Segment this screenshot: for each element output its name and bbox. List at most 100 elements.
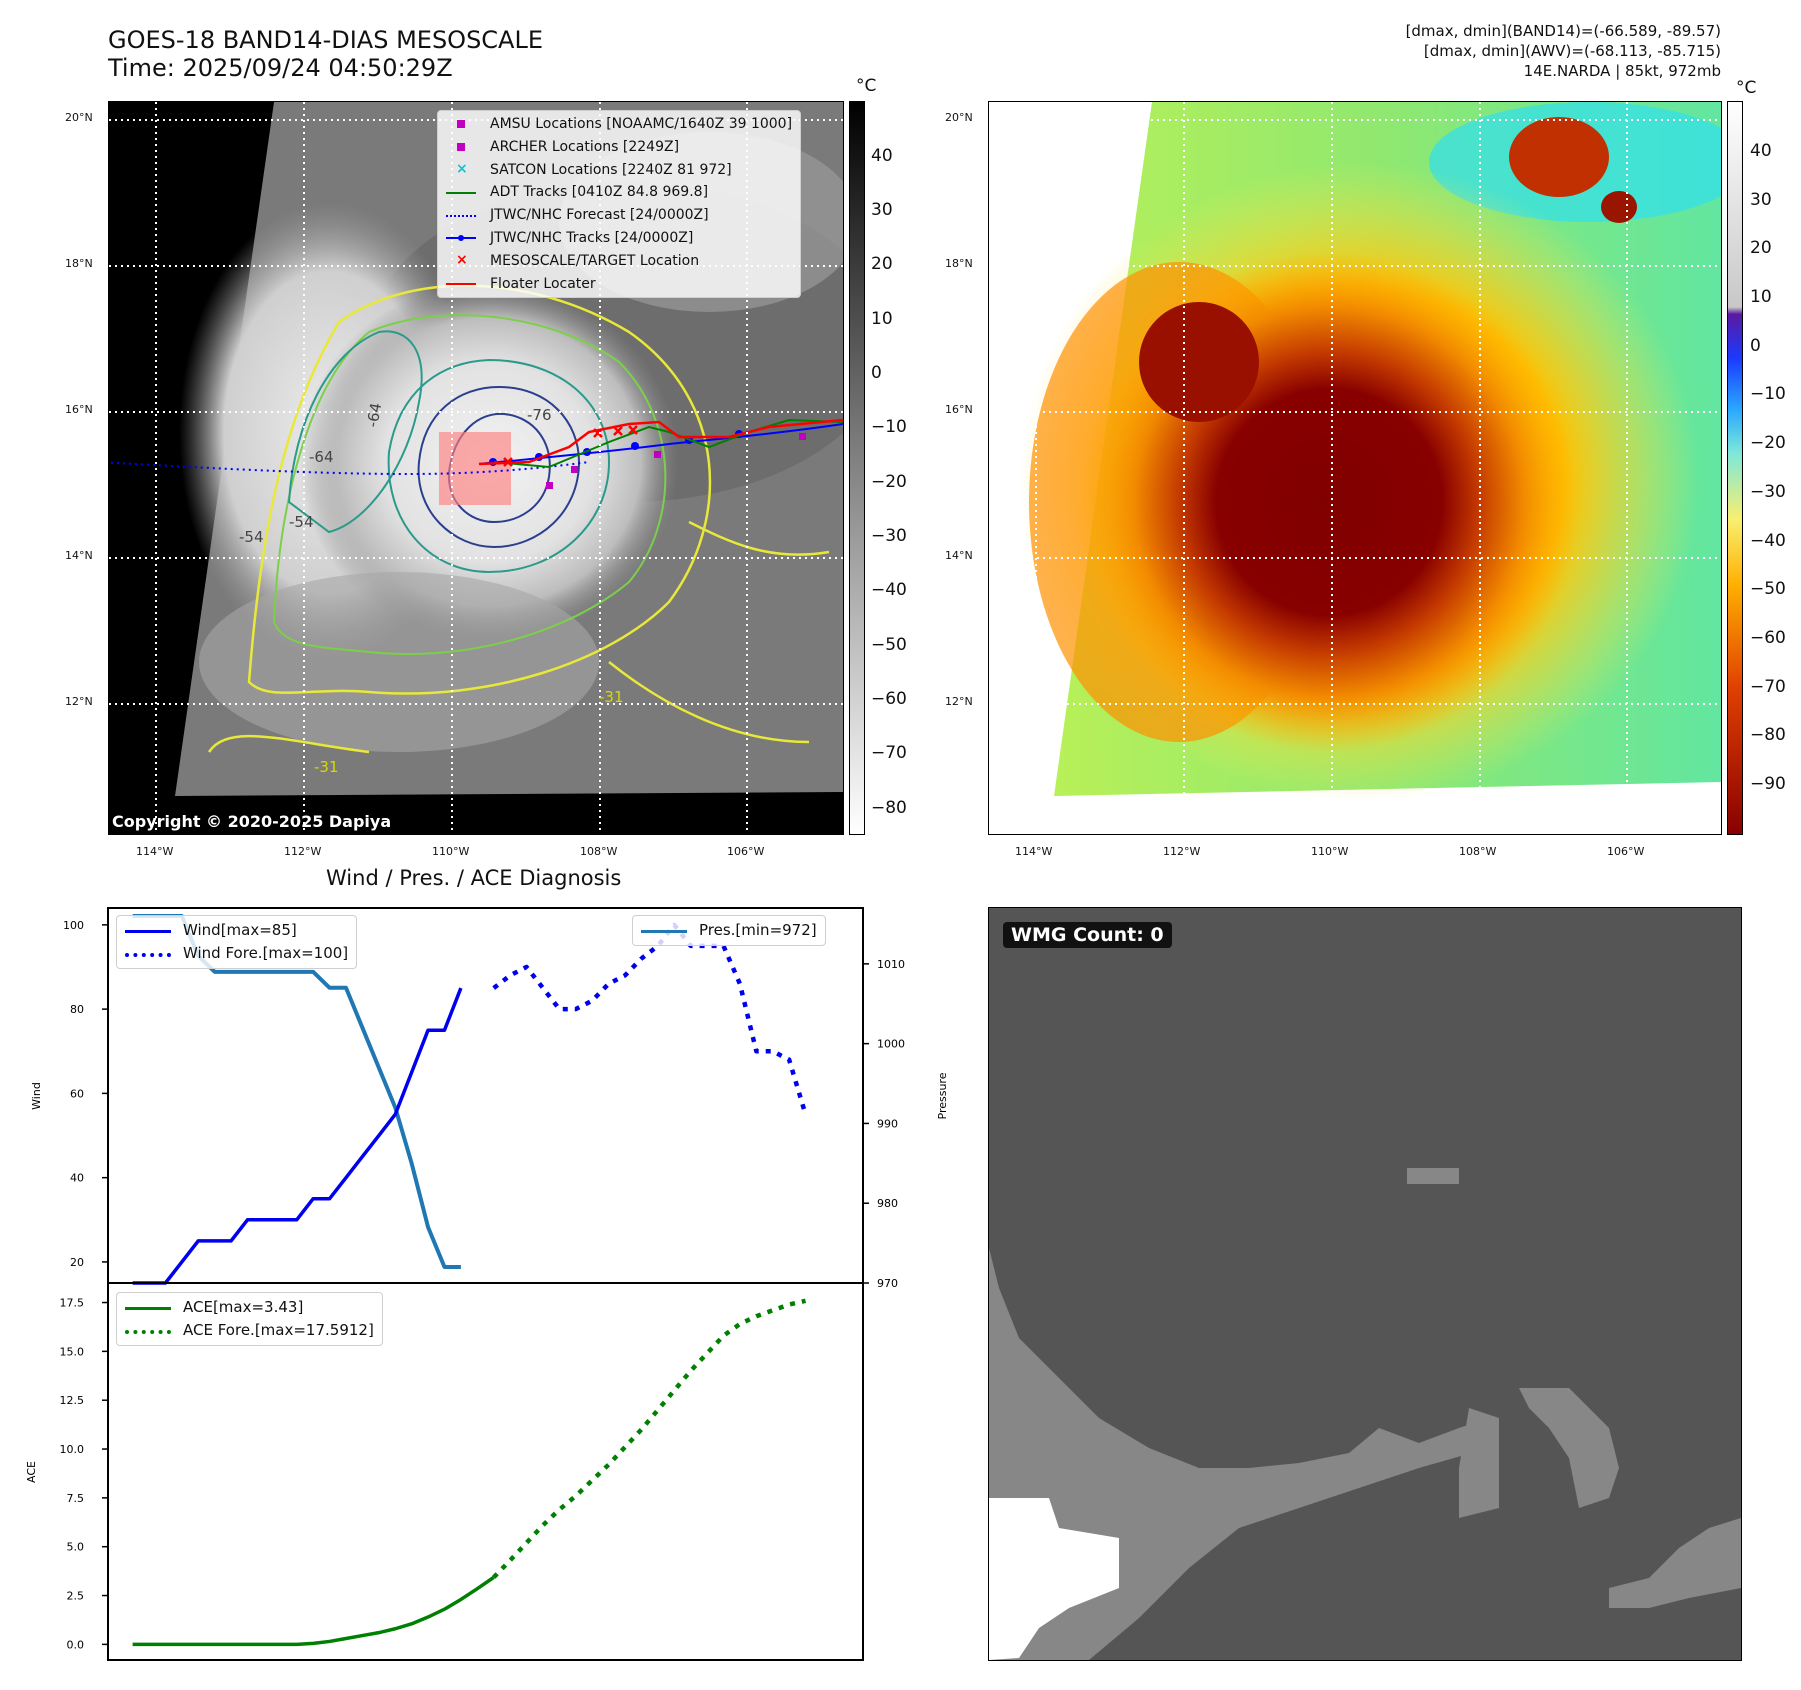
wmg-count-badge: WMG Count: 0	[1003, 922, 1172, 948]
ace-plot-frame	[107, 1282, 864, 1661]
lat-label: 14°N	[65, 549, 93, 562]
lon-label: 110°W	[1311, 845, 1349, 858]
y-tick-label: 7.5	[67, 1492, 85, 1505]
left-colorbar-tick: −30	[871, 526, 907, 546]
y-tick-label: 0.0	[67, 1638, 85, 1651]
wind-legend: Wind[max=85] Wind Fore.[max=100]	[116, 915, 358, 969]
y-tick-label: 10.0	[60, 1443, 85, 1456]
legend-item-satcon: × SATCON Locations [2240Z 81 972]	[446, 159, 792, 182]
right-colorbar-unit: °C	[1736, 78, 1757, 98]
lon-label: 106°W	[1607, 845, 1645, 858]
left-colorbar-tick: −80	[871, 798, 907, 818]
legend-item-adt: ADT Tracks [0410Z 84.8 969.8]	[446, 181, 792, 204]
legend-item-wind: Wind[max=85]	[125, 919, 348, 942]
lon-label: 110°W	[432, 845, 470, 858]
left-colorbar-tick: 10	[871, 309, 893, 329]
ir-map-panel: -76 -64 -64 -54 -31 -31 -54 AMSU Locatio…	[108, 101, 844, 835]
contour-label: -64	[363, 401, 385, 428]
y-tick-label: 1010	[877, 958, 905, 971]
lon-label: 112°W	[1163, 845, 1201, 858]
x-marker-icon: ×	[456, 252, 468, 269]
right-colorbar-tick: −20	[1750, 433, 1786, 453]
timestamp: Time: 2025/09/24 04:50:29Z	[108, 54, 453, 82]
wmg-panel: WMG Count: 0	[988, 907, 1742, 1661]
ace-axis: 0.0 2.5 5.0 7.5 10.0 12.5 15.0 17.5	[60, 1297, 108, 1651]
lon-label: 108°W	[580, 845, 618, 858]
left-colorbar-tick: 40	[871, 146, 893, 166]
y-tick-label: 5.0	[67, 1541, 85, 1554]
right-colorbar-tick: −70	[1750, 677, 1786, 697]
legend-item-floater: Floater Locater	[446, 273, 792, 296]
dotted-line-icon	[446, 209, 476, 223]
legend-item-ace: ACE[max=3.43]	[125, 1296, 374, 1319]
legend-item-wind-fore: Wind Fore.[max=100]	[125, 942, 348, 965]
contour-label: -31	[314, 758, 339, 776]
wind-axis: 20 40 60 80 100	[63, 919, 108, 1269]
ace-forecast-series-line	[492, 1298, 807, 1579]
lat-label: 20°N	[65, 111, 93, 124]
y-tick-label: 17.5	[60, 1297, 85, 1310]
right-colorbar-tick: 40	[1750, 141, 1772, 161]
left-colorbar-tick: −60	[871, 689, 907, 709]
legend-item-forecast: JTWC/NHC Forecast [24/0000Z]	[446, 204, 792, 227]
right-colorbar-tick: −10	[1750, 384, 1786, 404]
dotted-line-icon	[125, 947, 171, 961]
x-marker-icon: ×	[456, 160, 468, 177]
wind-series-line	[132, 987, 463, 1285]
left-colorbar-tick: −20	[871, 472, 907, 492]
lat-label: 12°N	[65, 695, 93, 708]
lon-label: 112°W	[284, 845, 322, 858]
lat-label: 16°N	[945, 403, 973, 416]
wind-axis-label: Wind	[30, 1082, 43, 1110]
right-colorbar-tick: −80	[1750, 725, 1786, 745]
dotted-line-icon	[125, 1324, 171, 1338]
solid-line-icon	[125, 924, 171, 938]
ace-axis-label: ACE	[25, 1461, 38, 1483]
right-colorbar-tick: −90	[1750, 774, 1786, 794]
y-tick-label: 20	[70, 1256, 84, 1269]
info-awv-range: [dmax, dmin](AWV)=(-68.113, -85.715)	[1423, 42, 1721, 60]
copyright-text: Copyright © 2020-2025 Dapiya	[112, 812, 392, 831]
legend-item-amsu: AMSU Locations [NOAAMC/1640Z 39 1000]	[446, 113, 792, 136]
ace-series-line	[132, 1575, 495, 1647]
map-legend: AMSU Locations [NOAAMC/1640Z 39 1000] AR…	[437, 110, 802, 299]
right-colorbar-tick: −30	[1750, 482, 1786, 502]
ace-legend: ACE[max=3.43] ACE Fore.[max=17.5912]	[116, 1292, 383, 1346]
contour-label: -54	[239, 528, 264, 546]
legend-item-pressure: Pres.[min=972]	[641, 919, 817, 942]
lon-label: 114°W	[136, 845, 174, 858]
diagnosis-title: Wind / Pres. / ACE Diagnosis	[326, 866, 622, 890]
line-marker-icon	[446, 277, 476, 291]
lat-label: 14°N	[945, 549, 973, 562]
awv-map-panel	[988, 101, 1722, 835]
diagnosis-chart: 20 40 60 80 100 970 980 990 1000 1010 0.0 2.5 5.0 7…	[25, 907, 949, 1661]
right-colorbar-tick: −40	[1750, 531, 1786, 551]
right-colorbar-tick: 30	[1750, 190, 1772, 210]
left-colorbar-tick: −50	[871, 635, 907, 655]
y-tick-label: 990	[877, 1117, 898, 1130]
lat-label: 12°N	[945, 695, 973, 708]
y-tick-label: 2.5	[67, 1590, 85, 1603]
square-marker-icon	[446, 117, 476, 131]
line-dot-icon	[446, 231, 476, 245]
contour-label: -76	[527, 406, 552, 424]
y-tick-label: 12.5	[60, 1394, 85, 1407]
right-colorbar-tick: −60	[1750, 628, 1786, 648]
right-colorbar-tick: 20	[1750, 238, 1772, 258]
solid-line-icon	[641, 924, 687, 938]
left-colorbar-tick: 20	[871, 254, 893, 274]
pressure-legend: Pres.[min=972]	[632, 915, 826, 946]
pressure-axis: 970 980 990 1000 1010	[863, 958, 905, 1290]
info-band14-range: [dmax, dmin](BAND14)=(-66.589, -89.57)	[1405, 22, 1721, 40]
solid-line-icon	[125, 1301, 171, 1315]
lat-label: 20°N	[945, 111, 973, 124]
right-colorbar-tick: 10	[1750, 287, 1772, 307]
y-tick-label: 60	[70, 1087, 84, 1100]
y-tick-label: 980	[877, 1197, 898, 1210]
right-colorbar-tick: −50	[1750, 579, 1786, 599]
legend-item-ace-fore: ACE Fore.[max=17.5912]	[125, 1319, 374, 1342]
left-colorbar-tick: −70	[871, 743, 907, 763]
y-tick-label: 80	[70, 1003, 84, 1016]
y-tick-label: 15.0	[60, 1345, 85, 1358]
awv-map-image	[989, 102, 1721, 834]
